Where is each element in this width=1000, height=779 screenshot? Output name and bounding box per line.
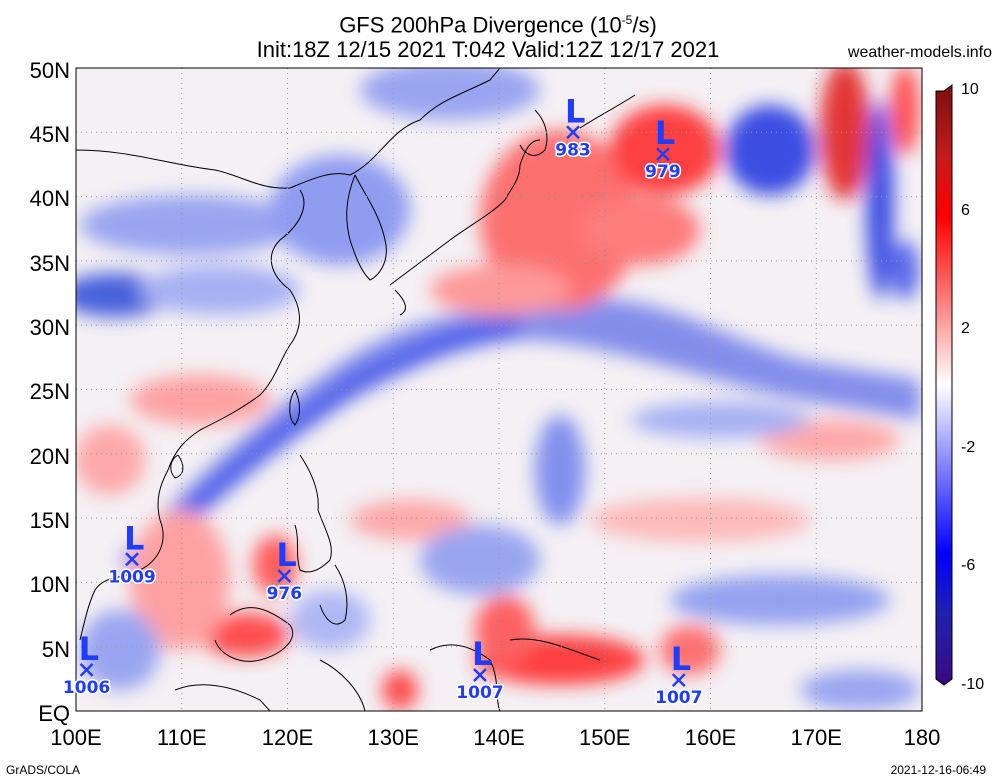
low-marker: L 1007	[654, 640, 704, 710]
map-frame	[75, 67, 923, 712]
lat-axis: 50N 45N 40N 35N 30N 25N 20N 15N 10N 5N E…	[30, 58, 70, 726]
lat-label: 5N	[42, 637, 70, 662]
low-center-mark	[125, 552, 139, 567]
lat-label: 25N	[30, 379, 70, 404]
lon-label: 130E	[368, 725, 419, 750]
colorbar-label: -6	[961, 557, 975, 574]
low-letter: L	[565, 92, 585, 130]
lon-label: 170E	[791, 725, 842, 750]
low-center-mark	[277, 569, 292, 583]
coastlines	[76, 68, 636, 711]
low-pressure-value: 1006	[63, 678, 110, 698]
lat-label: 30N	[30, 315, 70, 340]
colorbar-label: 6	[961, 202, 970, 219]
lat-label: 15N	[30, 508, 70, 533]
low-center-mark	[79, 662, 94, 677]
lon-label: 150E	[579, 725, 630, 750]
gridlines	[76, 67, 922, 711]
lat-label: 10N	[30, 572, 70, 597]
lat-label: EQ	[38, 701, 70, 726]
chart-title: GFS 200hPa Divergence (10-5/s)	[339, 12, 657, 38]
low-marker: L 1007	[455, 635, 505, 705]
lon-label: 120E	[262, 725, 313, 750]
low-center-mark	[473, 668, 487, 682]
low-center-mark	[566, 125, 580, 140]
low-marker: L 979	[644, 114, 683, 184]
low-marker: L 983	[554, 92, 593, 162]
low-pressure-value: 976	[267, 584, 303, 604]
low-letter: L	[124, 519, 144, 557]
colorbar-label: -2	[961, 439, 975, 456]
colorbar-label: -10	[961, 676, 984, 693]
low-letter: L	[472, 635, 492, 673]
lon-axis: 100E 110E 120E 130E 140E 150E 160E 170E …	[50, 725, 940, 750]
lon-label: 110E	[157, 725, 207, 750]
footer-timestamp: 2021-12-16-06:49	[890, 763, 986, 777]
low-letter: L	[671, 640, 691, 678]
site-credit: weather-models.info	[847, 44, 992, 61]
low-pressure-markers: L 983 L 979 L 1009 L 976 L 1006 L 1007 L 1007	[61, 92, 704, 710]
lat-label: 45N	[30, 122, 70, 147]
low-center-mark	[671, 673, 686, 688]
low-pressure-value: 983	[555, 140, 591, 160]
colorbar: 10 6 2 -2 -6 -10	[935, 81, 984, 693]
low-marker: L 1006	[61, 630, 111, 700]
lat-label: 40N	[30, 186, 70, 211]
lat-label: 35N	[30, 251, 70, 276]
low-pressure-value: 1007	[655, 688, 702, 708]
low-center-mark	[656, 147, 670, 162]
footer-grads: GrADS/COLA	[6, 763, 81, 777]
low-letter: L	[276, 536, 296, 574]
colorbar-label: 2	[961, 320, 970, 337]
low-letter: L	[655, 114, 675, 152]
lon-label: 180	[904, 725, 941, 750]
low-letter: L	[79, 630, 99, 668]
low-pressure-value: 979	[645, 162, 681, 182]
lon-label: 140E	[473, 725, 524, 750]
low-marker: L 976	[265, 536, 304, 606]
lon-label: 100E	[50, 725, 101, 750]
divergence-field	[76, 68, 922, 711]
colorbar-label: 10	[961, 81, 979, 98]
lon-label: 160E	[685, 725, 736, 750]
low-pressure-value: 1007	[456, 683, 503, 703]
lat-label: 20N	[30, 444, 70, 469]
low-marker: L 1009	[107, 519, 157, 589]
chart-subtitle: Init:18Z 12/15 2021 T:042 Valid:12Z 12/1…	[256, 37, 720, 62]
lat-label: 50N	[30, 58, 70, 83]
low-pressure-value: 1009	[108, 567, 155, 587]
